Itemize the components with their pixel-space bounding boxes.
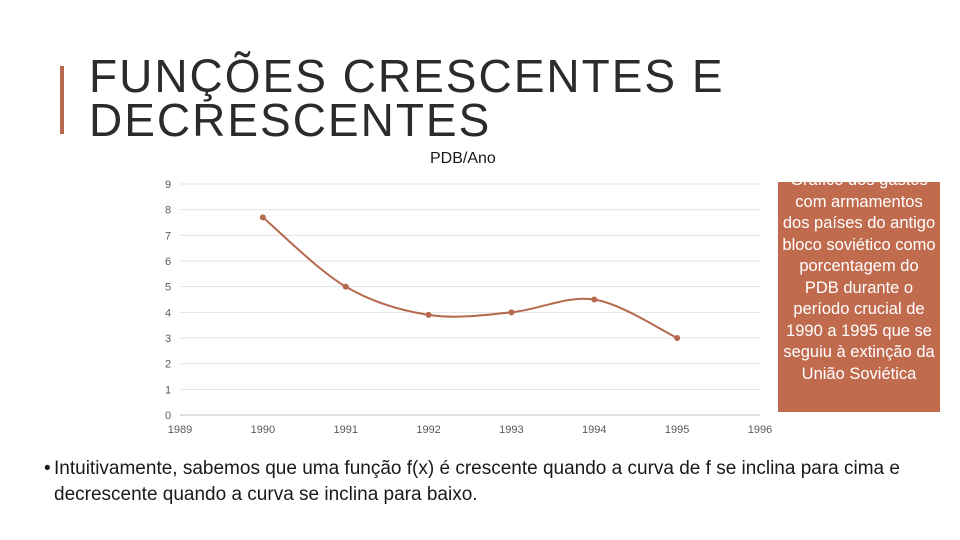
chart-description-box: Gráfico dos gastos com armamentos dos pa…	[778, 182, 940, 412]
y-tick-label: 9	[165, 179, 171, 191]
data-point	[259, 214, 266, 221]
slide-title: FUNÇÕES CRESCENTES E DECRESCENTES	[89, 50, 725, 146]
y-tick-label: 0	[165, 410, 171, 422]
x-tick-label: 1993	[499, 424, 523, 436]
x-tick-label: 1991	[333, 424, 357, 436]
slide-title-line-2: DECRESCENTES	[89, 94, 492, 146]
bullet-icon: •	[44, 458, 51, 479]
x-tick-label: 1990	[251, 424, 275, 436]
x-tick-label: 1995	[665, 424, 689, 436]
chart-title: PDB/Ano	[430, 150, 496, 167]
x-tick-label: 1989	[168, 424, 192, 436]
y-tick-label: 7	[165, 230, 171, 242]
data-point	[342, 283, 349, 290]
y-tick-label: 8	[165, 205, 171, 217]
series-line	[262, 216, 678, 339]
y-tick-label: 5	[165, 282, 171, 294]
bullet-text: Intuitivamente, sabemos que uma função f…	[54, 458, 900, 505]
data-point	[591, 296, 598, 303]
y-tick-label: 3	[165, 333, 171, 345]
x-tick-label: 1992	[416, 424, 440, 436]
slide-title-line-1: FUNÇÕES CRESCENTES E	[89, 50, 725, 102]
x-tick-label: 1996	[748, 424, 772, 436]
chart-description-text: Gráfico dos gastos com armamentos dos pa…	[782, 182, 936, 383]
x-tick-label: 1994	[582, 424, 606, 436]
data-point	[508, 309, 515, 316]
data-point	[674, 335, 681, 341]
y-tick-label: 1	[165, 384, 171, 396]
y-tick-label: 4	[165, 307, 171, 319]
bullet-point: • Intuitivamente, sabemos que uma função…	[44, 456, 928, 508]
y-tick-label: 6	[165, 256, 171, 268]
data-point	[425, 311, 432, 318]
title-accent-bar	[60, 66, 64, 134]
y-tick-label: 2	[165, 359, 171, 371]
